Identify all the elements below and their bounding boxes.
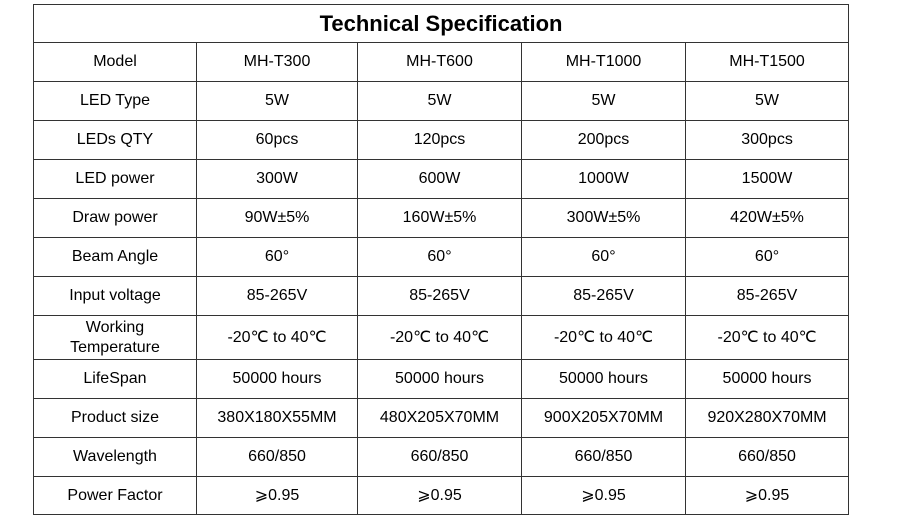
- cell: 120pcs: [357, 120, 522, 160]
- cell: 660/850: [521, 437, 686, 477]
- cell: 380X180X55MM: [196, 398, 358, 438]
- cell: 50000 hours: [684, 359, 850, 399]
- cell: 60°: [196, 237, 358, 277]
- spec-sheet: Technical Specification Model MH-T300 MH-T6…: [32, 4, 850, 515]
- table-row: Power Factor ⩾0.95 ⩾0.95 ⩾0.95 ⩾0.95: [33, 476, 850, 515]
- cell: 90W±5%: [196, 198, 358, 238]
- cell: ⩾0.95: [684, 476, 850, 515]
- table-row: Model MH-T300 MH-T600 MH-T1000 MH-T1500: [33, 42, 850, 82]
- spec-table: Technical Specification Model MH-T300 MH-T6…: [32, 4, 850, 515]
- row-label: Working Temperature: [33, 315, 197, 360]
- row-label: Power Factor: [33, 476, 197, 515]
- cell: ⩾0.95: [521, 476, 686, 515]
- cell: MH-T300: [196, 42, 358, 82]
- cell: 50000 hours: [357, 359, 522, 399]
- row-label: LEDs QTY: [33, 120, 197, 160]
- cell: 60°: [521, 237, 686, 277]
- cell: 300W±5%: [521, 198, 686, 238]
- row-label: LED Type: [33, 81, 197, 121]
- cell: 1500W: [684, 159, 850, 199]
- table-title: Technical Specification: [32, 4, 850, 43]
- cell: 660/850: [196, 437, 358, 477]
- cell: 5W: [521, 81, 686, 121]
- cell: MH-T1000: [521, 42, 686, 82]
- table-row: Draw power 90W±5% 160W±5% 300W±5% 420W±5%: [33, 198, 850, 238]
- cell: 60°: [684, 237, 850, 277]
- row-label: Draw power: [33, 198, 197, 238]
- table-row: LEDs QTY 60pcs 120pcs 200pcs 300pcs: [33, 120, 850, 160]
- cell: 85-265V: [521, 276, 686, 316]
- table-row: Wavelength 660/850 660/850 660/850 660/850: [33, 437, 850, 477]
- cell: 5W: [357, 81, 522, 121]
- cell: 300pcs: [684, 120, 850, 160]
- row-label: Input voltage: [33, 276, 197, 316]
- cell: 660/850: [357, 437, 522, 477]
- cell: 660/850: [684, 437, 850, 477]
- table-row: Product size 380X180X55MM 480X205X70MM 900X…: [33, 398, 850, 438]
- cell: 900X205X70MM: [521, 398, 686, 438]
- cell: ⩾0.95: [357, 476, 522, 515]
- row-label: LifeSpan: [33, 359, 197, 399]
- cell: 60pcs: [196, 120, 358, 160]
- row-label: Wavelength: [33, 437, 197, 477]
- cell: MH-T1500: [684, 42, 850, 82]
- cell: 50000 hours: [521, 359, 686, 399]
- table-row: LED Type 5W 5W 5W 5W: [33, 81, 850, 121]
- table-row: Input voltage 85-265V 85-265V 85-265V 85-265…: [33, 276, 850, 316]
- cell: ⩾0.95: [196, 476, 358, 515]
- cell: 5W: [196, 81, 358, 121]
- cell: -20℃ to 40℃: [684, 315, 850, 360]
- row-label: Beam Angle: [33, 237, 197, 277]
- cell: 160W±5%: [357, 198, 522, 238]
- table-row: Working Temperature -20℃ to 40℃ -20℃ to 40…: [33, 315, 850, 360]
- cell: -20℃ to 40℃: [521, 315, 686, 360]
- cell: 60°: [357, 237, 522, 277]
- cell: MH-T600: [357, 42, 522, 82]
- cell: 300W: [196, 159, 358, 199]
- cell: 600W: [357, 159, 522, 199]
- cell: 480X205X70MM: [357, 398, 522, 438]
- cell: 920X280X70MM: [684, 398, 850, 438]
- cell: 50000 hours: [196, 359, 358, 399]
- cell: 85-265V: [196, 276, 358, 316]
- cell: 85-265V: [684, 276, 850, 316]
- cell: 200pcs: [521, 120, 686, 160]
- cell: -20℃ to 40℃: [357, 315, 522, 360]
- row-label: Model: [33, 42, 197, 82]
- table-row: LifeSpan 50000 hours 50000 hours 50000 hour…: [33, 359, 850, 399]
- cell: -20℃ to 40℃: [196, 315, 358, 360]
- cell: 5W: [684, 81, 850, 121]
- table-row: Beam Angle 60° 60° 60° 60°: [33, 237, 850, 277]
- cell: 420W±5%: [684, 198, 850, 238]
- cell: 85-265V: [357, 276, 522, 316]
- table-row: LED power 300W 600W 1000W 1500W: [33, 159, 850, 199]
- cell: 1000W: [521, 159, 686, 199]
- row-label: LED power: [33, 159, 197, 199]
- row-label: Product size: [33, 398, 197, 438]
